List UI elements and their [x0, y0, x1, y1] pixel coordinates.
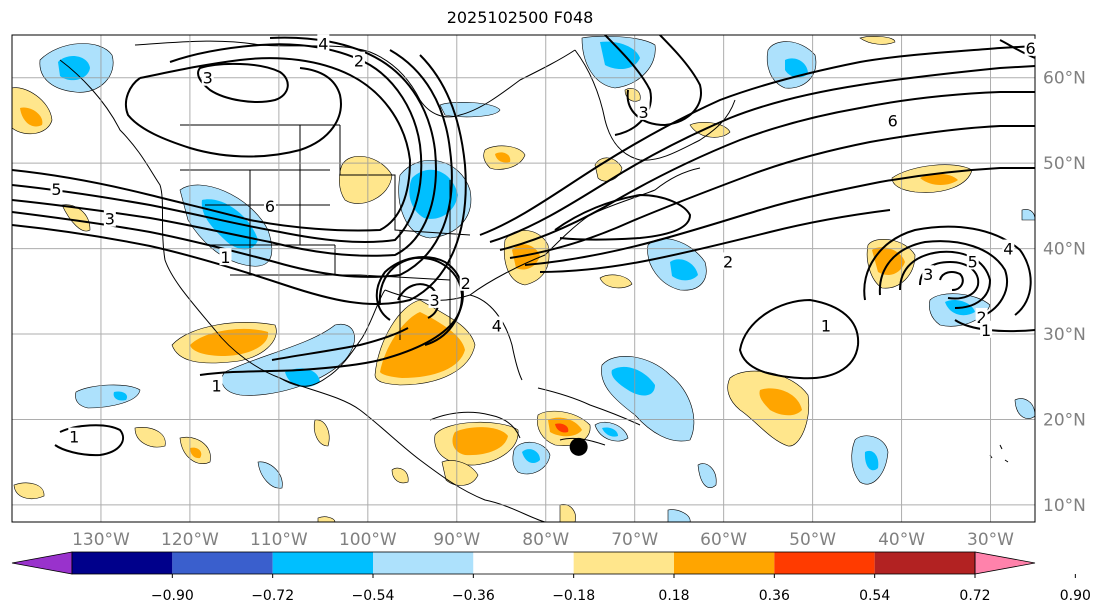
contour-label: 5 [51, 180, 61, 199]
contour-label-bg [201, 68, 214, 86]
contour-label: 4 [318, 35, 328, 54]
lat-tick-label: 30°N [1043, 325, 1086, 345]
contour-label-bg [263, 196, 276, 214]
contour-label-bg [975, 307, 988, 325]
lat-tick-label: 40°N [1043, 240, 1086, 260]
lon-tick-label: 90°W [433, 530, 480, 550]
lon-tick-label: 130°W [72, 530, 130, 550]
contour-label-bg [352, 51, 365, 69]
map-frame [11, 34, 1036, 523]
contour-label-bg [317, 34, 330, 52]
plot-area [12, 35, 1035, 522]
contour-label: 1 [981, 321, 991, 340]
colorbar-segment [72, 552, 173, 574]
contour-label: 6 [1025, 39, 1035, 58]
colorbar-outline [71, 551, 976, 575]
colorbar-segment [172, 552, 273, 574]
lon-tick-label: 30°W [967, 530, 1014, 550]
colorbar-segment [473, 552, 574, 574]
contour-label-bg [819, 316, 832, 334]
contour-label: 1 [821, 316, 831, 335]
contour-label-bg [219, 248, 232, 266]
colorbar-tick-label: 0.90 [1060, 588, 1091, 604]
contour-label-bg [50, 179, 63, 197]
lon-tick-label: 40°W [878, 530, 925, 550]
colorbar: −0.90 −0.72 −0.54 −0.36 −0.18 0.18 0.36 0.54 0.7… [11, 551, 1091, 604]
lon-tick-label: 60°W [700, 530, 747, 550]
colorbar-segment [774, 552, 875, 574]
contour-label-bg [637, 102, 650, 120]
colorbar-segment [573, 552, 674, 574]
colorbar-segment [674, 552, 775, 574]
contour-label: 3 [203, 69, 213, 88]
colorbar-extend-high [974, 551, 1036, 575]
colorbar-tick-label: 0.54 [859, 588, 890, 604]
contour-label: 3 [638, 103, 648, 122]
contour-label: 1 [69, 428, 79, 447]
colorbar-tick-label: −0.54 [352, 588, 395, 604]
contour-label-bg [1024, 38, 1037, 56]
lon-tick-label: 100°W [339, 530, 397, 550]
lat-tick-label: 60°N [1043, 69, 1086, 89]
contour-label: 3 [923, 265, 933, 284]
contour-label-bg [1002, 239, 1015, 257]
coastlines-and-borders [59, 40, 1009, 522]
contour-label: 2 [354, 52, 364, 71]
contour-label: 2 [461, 274, 471, 293]
colorbar-tick-label: −0.72 [251, 588, 294, 604]
contour-label: 6 [888, 111, 898, 130]
lon-tick-label: 50°W [789, 530, 836, 550]
contour-label: 3 [105, 210, 115, 229]
contour-label-bg [966, 252, 979, 270]
lon-tick-label: 80°W [522, 530, 569, 550]
contour-lines [12, 35, 1035, 457]
colorbar-tick-label: −0.36 [452, 588, 495, 604]
colorbar-tick-label: 0.72 [959, 588, 990, 604]
contour-label: 4 [1003, 240, 1013, 259]
contour-label: 6 [265, 197, 275, 216]
contour-label-bg [103, 209, 116, 227]
contour-label-bg [922, 265, 935, 283]
colorbar-segment [373, 552, 474, 574]
lon-tick-label: 110°W [250, 530, 308, 550]
map-title: 2025102500 F048 [446, 8, 594, 27]
contour-label: 4 [492, 316, 502, 335]
colorbar-tick-label: −0.18 [552, 588, 595, 604]
storm-marker [569, 437, 588, 456]
contour-label: 2 [977, 308, 987, 327]
longitude-axis: 130°W 120°W 110°W 100°W 90°W 80°W 70°W 60°W 50°W… [72, 530, 1014, 550]
contour-label-bg [980, 320, 993, 338]
lat-tick-label: 50°N [1043, 154, 1086, 174]
lat-tick-label: 20°N [1043, 410, 1086, 430]
colorbar-tick-label: 0.36 [759, 588, 790, 604]
contour-label: 1 [220, 248, 230, 267]
colorbar-tick-label: −0.90 [151, 588, 194, 604]
contour-label: 1 [212, 376, 222, 395]
contour-label-bg [490, 316, 503, 334]
contour-label: 2 [723, 252, 733, 271]
contour-label: 3 [429, 291, 439, 310]
marker-layer [569, 437, 588, 456]
contour-label-bg [722, 252, 735, 270]
lon-tick-label: 70°W [611, 530, 658, 550]
lon-tick-label: 120°W [161, 530, 219, 550]
colorbar-segment [874, 552, 975, 574]
contour-label-bg [210, 376, 223, 394]
contour-label-bg [68, 427, 81, 445]
contour-label-bg [886, 111, 899, 129]
contour-label-bg [459, 273, 472, 291]
colorbar-segment [272, 552, 373, 574]
colorbar-extend-low [11, 551, 73, 575]
lat-tick-label: 10°N [1043, 496, 1086, 516]
contour-label-bg [428, 290, 441, 308]
colorbar-tick-label: 0.18 [658, 588, 689, 604]
latitude-axis: 60°N 50°N 40°N 30°N 20°N 10°N [1043, 69, 1086, 516]
contour-label: 5 [968, 252, 978, 271]
